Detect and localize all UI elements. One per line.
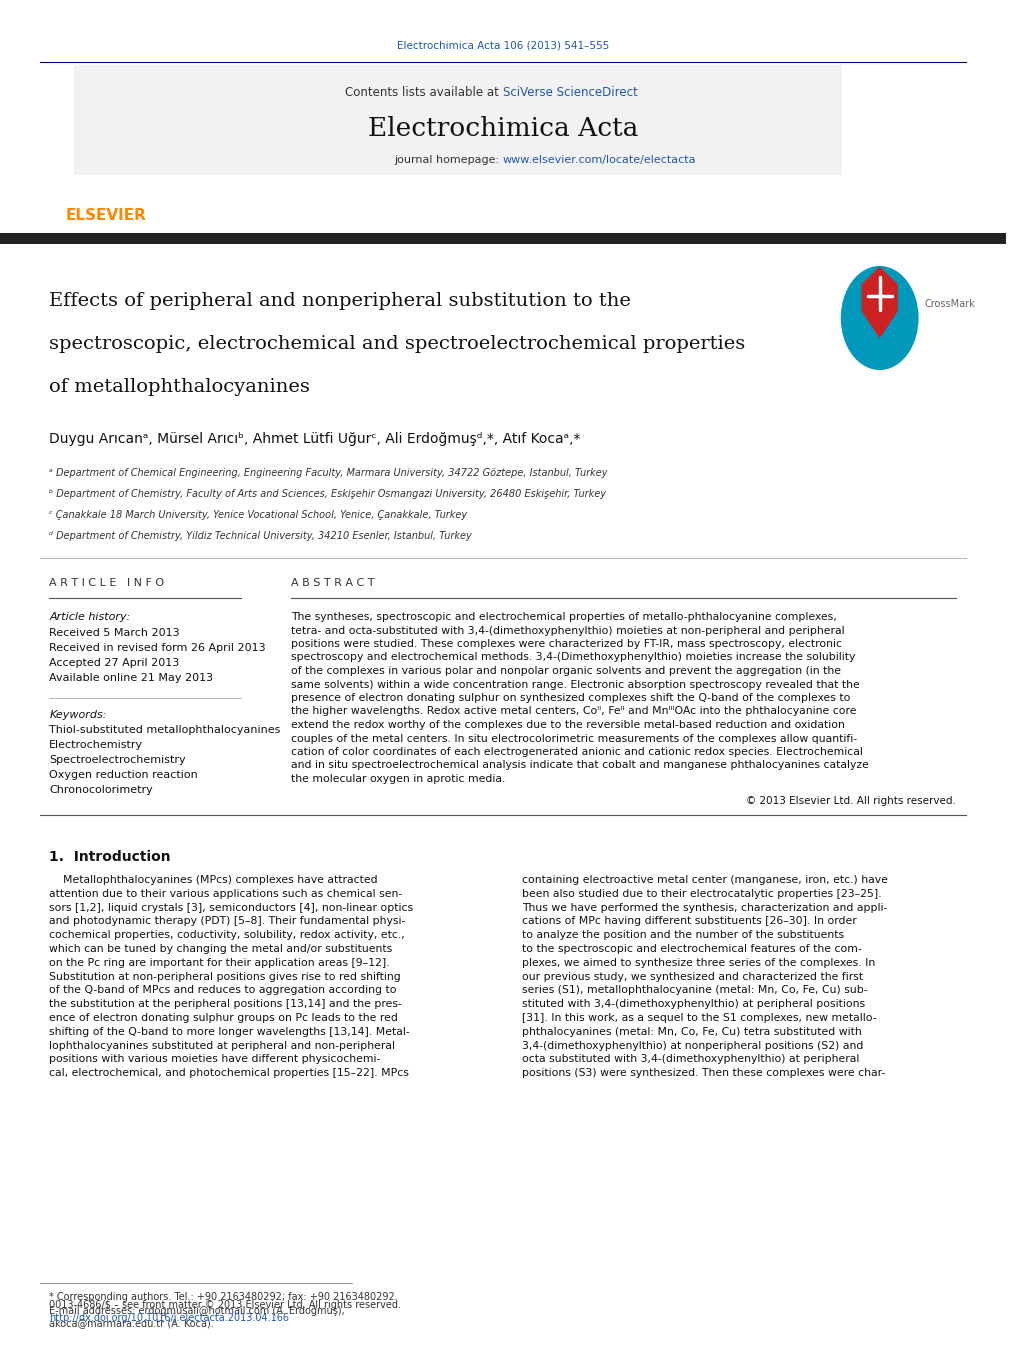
Text: www.elsevier.com/locate/electacta: www.elsevier.com/locate/electacta xyxy=(503,155,696,165)
Text: ence of electron donating sulphur groups on Pc leads to the red: ence of electron donating sulphur groups… xyxy=(49,1013,398,1023)
Text: 0013-4686/$ – see front matter © 2013 Elsevier Ltd. All rights reserved.: 0013-4686/$ – see front matter © 2013 El… xyxy=(49,1300,401,1310)
Text: spectroscopic, electrochemical and spectroelectrochemical properties: spectroscopic, electrochemical and spect… xyxy=(49,335,745,353)
Text: which can be tuned by changing the metal and/or substituents: which can be tuned by changing the metal… xyxy=(49,944,392,954)
Text: Contents lists available at: Contents lists available at xyxy=(345,85,503,99)
Text: Electrochimica Acta 106 (2013) 541–555: Electrochimica Acta 106 (2013) 541–555 xyxy=(397,41,609,50)
Text: cations of MPc having different substituents [26–30]. In order: cations of MPc having different substitu… xyxy=(522,916,857,927)
Text: cation of color coordinates of each electrogenerated anionic and cationic redox : cation of color coordinates of each elec… xyxy=(291,747,863,757)
Text: tetra- and octa-substituted with 3,4-(dimethoxyphenylthio) moieties at non-perip: tetra- and octa-substituted with 3,4-(di… xyxy=(291,626,844,635)
Text: ELSEVIER: ELSEVIER xyxy=(66,208,147,223)
Text: 3,4-(dimethoxyphenylthio) at nonperipheral positions (S2) and: 3,4-(dimethoxyphenylthio) at nonperipher… xyxy=(522,1040,864,1051)
Text: phthalocyanines (metal: Mn, Co, Fe, Cu) tetra substituted with: phthalocyanines (metal: Mn, Co, Fe, Cu) … xyxy=(522,1027,862,1036)
Text: cal, electrochemical, and photochemical properties [15–22]. MPcs: cal, electrochemical, and photochemical … xyxy=(49,1069,409,1078)
Text: Received in revised form 26 April 2013: Received in revised form 26 April 2013 xyxy=(49,643,265,653)
Text: Thus we have performed the synthesis, characterization and appli-: Thus we have performed the synthesis, ch… xyxy=(522,902,887,912)
Text: presence of electron donating sulphur on synthesized complexes shift the Q-band : presence of electron donating sulphur on… xyxy=(291,693,849,703)
Text: of the Q-band of MPcs and reduces to aggregation according to: of the Q-band of MPcs and reduces to agg… xyxy=(49,985,397,996)
Text: stituted with 3,4-(dimethoxyphenylthio) at peripheral positions: stituted with 3,4-(dimethoxyphenylthio) … xyxy=(522,1000,865,1009)
Text: of metallophthalocyanines: of metallophthalocyanines xyxy=(49,378,310,396)
Text: Electrochemistry: Electrochemistry xyxy=(49,740,143,750)
Text: Duygu Arıcanᵃ, Mürsel Arıcıᵇ, Ahmet Lütfi Uğurᶜ, Ali Erdoğmuşᵈ,*, Atıf Kocaᵃ,*: Duygu Arıcanᵃ, Mürsel Arıcıᵇ, Ahmet Lütf… xyxy=(49,432,581,446)
Bar xyxy=(0,232,1006,245)
Text: positions (S3) were synthesized. Then these complexes were char-: positions (S3) were synthesized. Then th… xyxy=(522,1069,885,1078)
Text: the molecular oxygen in aprotic media.: the molecular oxygen in aprotic media. xyxy=(291,774,505,784)
Text: Oxygen reduction reaction: Oxygen reduction reaction xyxy=(49,770,198,780)
Text: akoca@marmara.edu.tr (A. Koca).: akoca@marmara.edu.tr (A. Koca). xyxy=(49,1319,214,1328)
Text: octa substituted with 3,4-(dimethoxyphenylthio) at peripheral: octa substituted with 3,4-(dimethoxyphen… xyxy=(522,1054,860,1065)
Text: the substitution at the peripheral positions [13,14] and the pres-: the substitution at the peripheral posit… xyxy=(49,1000,402,1009)
Circle shape xyxy=(841,266,918,369)
Text: series (S1), metallophthalocyanine (metal: Mn, Co, Fe, Cu) sub-: series (S1), metallophthalocyanine (meta… xyxy=(522,985,868,996)
Bar xyxy=(74,65,842,176)
Text: lophthalocyanines substituted at peripheral and non-peripheral: lophthalocyanines substituted at periphe… xyxy=(49,1040,395,1051)
Text: the higher wavelengths. Redox active metal centers, Coᴵᴵ, Feᴵᴵ and MnᴵᴵᴵOAc into: the higher wavelengths. Redox active met… xyxy=(291,707,856,716)
Text: and in situ spectroelectrochemical analysis indicate that cobalt and manganese p: and in situ spectroelectrochemical analy… xyxy=(291,761,869,770)
Text: Article history:: Article history: xyxy=(49,612,131,621)
Text: containing electroactive metal center (manganese, iron, etc.) have: containing electroactive metal center (m… xyxy=(522,875,888,885)
Text: positions were studied. These complexes were characterized by FT-IR, mass spectr: positions were studied. These complexes … xyxy=(291,639,841,648)
Polygon shape xyxy=(862,266,897,338)
Text: ᶜ Çanakkale 18 March University, Yenice Vocational School, Yenice, Çanakkale, Tu: ᶜ Çanakkale 18 March University, Yenice … xyxy=(49,509,468,520)
Text: cochemical properties, coductivity, solubility, redox activity, etc.,: cochemical properties, coductivity, solu… xyxy=(49,931,405,940)
Text: © 2013 Elsevier Ltd. All rights reserved.: © 2013 Elsevier Ltd. All rights reserved… xyxy=(745,796,956,807)
Text: Chronocolorimetry: Chronocolorimetry xyxy=(49,785,153,794)
Text: couples of the metal centers. In situ electrocolorimetric measurements of the co: couples of the metal centers. In situ el… xyxy=(291,734,857,743)
Text: Metallophthalocyanines (MPcs) complexes have attracted: Metallophthalocyanines (MPcs) complexes … xyxy=(49,875,378,885)
Text: SciVerse ScienceDirect: SciVerse ScienceDirect xyxy=(503,85,638,99)
Text: shifting of the Q-band to more longer wavelengths [13,14]. Metal-: shifting of the Q-band to more longer wa… xyxy=(49,1027,410,1036)
Text: to the spectroscopic and electrochemical features of the com-: to the spectroscopic and electrochemical… xyxy=(522,944,862,954)
Text: CrossMark: CrossMark xyxy=(925,300,976,309)
Text: A B S T R A C T: A B S T R A C T xyxy=(291,578,374,588)
Text: 1.  Introduction: 1. Introduction xyxy=(49,850,171,865)
Text: ᵃ Department of Chemical Engineering, Engineering Faculty, Marmara University, 3: ᵃ Department of Chemical Engineering, En… xyxy=(49,467,607,478)
Text: The syntheses, spectroscopic and electrochemical properties of metallo-phthalocy: The syntheses, spectroscopic and electro… xyxy=(291,612,836,621)
Text: Spectroelectrochemistry: Spectroelectrochemistry xyxy=(49,755,186,765)
Text: attention due to their various applications such as chemical sen-: attention due to their various applicati… xyxy=(49,889,402,898)
Text: on the Pc ring are important for their application areas [9–12].: on the Pc ring are important for their a… xyxy=(49,958,390,967)
Text: positions with various moieties have different physicochemi-: positions with various moieties have dif… xyxy=(49,1054,381,1065)
Text: ᵇ Department of Chemistry, Faculty of Arts and Sciences, Eskişehir Osmangazi Uni: ᵇ Department of Chemistry, Faculty of Ar… xyxy=(49,489,606,499)
Text: Substitution at non-peripheral positions gives rise to red shifting: Substitution at non-peripheral positions… xyxy=(49,971,401,982)
Text: of the complexes in various polar and nonpolar organic solvents and prevent the : of the complexes in various polar and no… xyxy=(291,666,840,676)
Text: ᵈ Department of Chemistry, Yildiz Technical University, 34210 Esenler, Istanbul,: ᵈ Department of Chemistry, Yildiz Techni… xyxy=(49,531,472,540)
Text: Effects of peripheral and nonperipheral substitution to the: Effects of peripheral and nonperipheral … xyxy=(49,292,631,309)
Text: Accepted 27 April 2013: Accepted 27 April 2013 xyxy=(49,658,180,667)
Text: E-mail addresses: erdogmusali@hotmail.com (A. Erdoğmuş),: E-mail addresses: erdogmusali@hotmail.co… xyxy=(49,1305,345,1316)
Text: Thiol-substituted metallophthalocyanines: Thiol-substituted metallophthalocyanines xyxy=(49,725,281,735)
Text: our previous study, we synthesized and characterized the first: our previous study, we synthesized and c… xyxy=(522,971,863,982)
Text: plexes, we aimed to synthesize three series of the complexes. In: plexes, we aimed to synthesize three ser… xyxy=(522,958,875,967)
Text: spectroscopy and electrochemical methods. 3,4-(Dimethoxyphenylthio) moieties inc: spectroscopy and electrochemical methods… xyxy=(291,653,855,662)
Text: Available online 21 May 2013: Available online 21 May 2013 xyxy=(49,673,213,684)
Text: to analyze the position and the number of the substituents: to analyze the position and the number o… xyxy=(522,931,844,940)
Text: journal homepage:: journal homepage: xyxy=(394,155,503,165)
Text: * Corresponding authors. Tel.: +90 2163480292; fax: +90 2163480292.: * Corresponding authors. Tel.: +90 21634… xyxy=(49,1292,398,1302)
Text: http://dx.doi.org/10.1016/j.electacta.2013.04.166: http://dx.doi.org/10.1016/j.electacta.20… xyxy=(49,1313,289,1323)
Text: A R T I C L E   I N F O: A R T I C L E I N F O xyxy=(49,578,164,588)
Text: same solvents) within a wide concentration range. Electronic absorption spectros: same solvents) within a wide concentrati… xyxy=(291,680,860,689)
Text: Electrochimica Acta: Electrochimica Acta xyxy=(368,115,638,141)
Text: [31]. In this work, as a sequel to the S1 complexes, new metallo-: [31]. In this work, as a sequel to the S… xyxy=(522,1013,877,1023)
Text: and photodynamic therapy (PDT) [5–8]. Their fundamental physi-: and photodynamic therapy (PDT) [5–8]. Th… xyxy=(49,916,405,927)
Text: been also studied due to their electrocatalytic properties [23–25].: been also studied due to their electroca… xyxy=(522,889,882,898)
Text: sors [1,2], liquid crystals [3], semiconductors [4], non-linear optics: sors [1,2], liquid crystals [3], semicon… xyxy=(49,902,414,912)
Text: Keywords:: Keywords: xyxy=(49,711,107,720)
Text: Received 5 March 2013: Received 5 March 2013 xyxy=(49,628,180,638)
Text: extend the redox worthy of the complexes due to the reversible metal-based reduc: extend the redox worthy of the complexes… xyxy=(291,720,844,730)
